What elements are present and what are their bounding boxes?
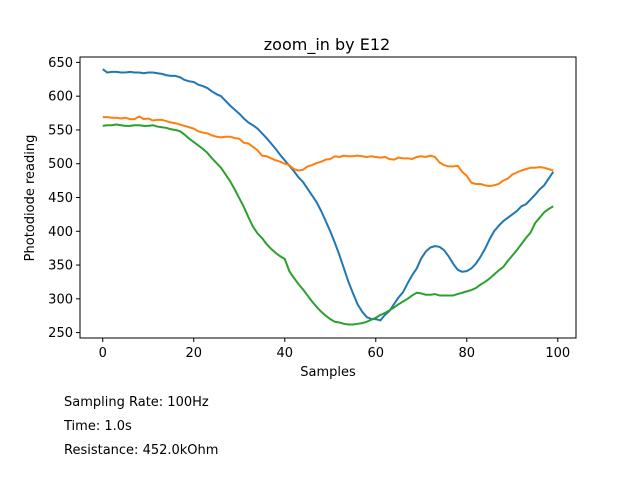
y-tick-label: 600 (48, 90, 73, 105)
y-tick-label: 350 (48, 259, 73, 274)
y-tick-label: 550 (48, 123, 73, 138)
x-tick-label: 20 (185, 346, 202, 361)
series-line-1 (102, 68, 555, 322)
x-axis-ticks: 0 20 40 60 80 100 (99, 338, 570, 361)
chart-title: zoom_in by E12 (264, 35, 390, 55)
sampling-rate-text: Sampling Rate: 100Hz (64, 395, 209, 410)
y-tick-label: 300 (48, 292, 73, 307)
y-tick-label: 450 (48, 191, 73, 206)
y-axis-ticks: 250 300 350 400 450 500 550 600 650 (48, 56, 80, 341)
y-tick-label: 250 (48, 326, 73, 341)
x-tick-label: 80 (459, 346, 476, 361)
series-layer (102, 68, 555, 326)
x-tick-label: 0 (99, 346, 107, 361)
x-tick-label: 60 (368, 346, 385, 361)
resistance-text: Resistance: 452.0kOhm (64, 443, 219, 458)
x-tick-label: 100 (545, 346, 570, 361)
y-tick-label: 650 (48, 56, 73, 71)
y-axis-label: Photodiode reading (23, 135, 38, 262)
x-axis-label: Samples (300, 365, 356, 380)
y-tick-label: 400 (48, 225, 73, 240)
plot-frame (79, 56, 577, 339)
y-tick-label: 500 (48, 157, 73, 172)
time-text: Time: 1.0s (64, 419, 132, 434)
series-line-3 (102, 123, 554, 326)
x-tick-label: 40 (276, 346, 293, 361)
series-line-2 (102, 115, 554, 188)
